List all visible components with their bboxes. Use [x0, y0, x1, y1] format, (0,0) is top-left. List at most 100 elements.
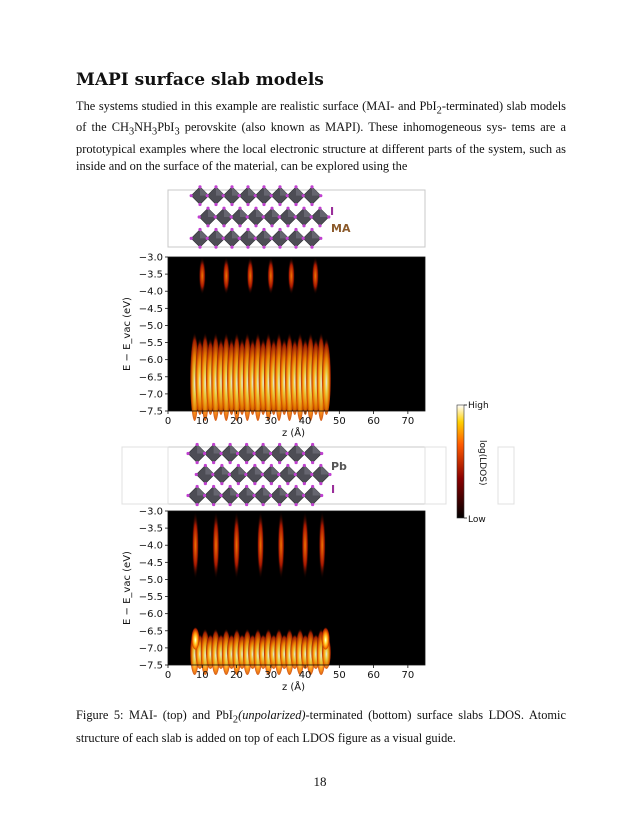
bottom-iodine-atom: [245, 442, 249, 447]
top-iodine-atom: [253, 194, 257, 198]
top-iodine-atom: [189, 236, 193, 240]
bottom-iodine-atom: [294, 502, 298, 507]
bottom-ytick-label: −5.0: [139, 575, 163, 586]
top-iodine-atom: [254, 206, 258, 210]
bottom-iodine-atom: [220, 481, 224, 486]
bottom-iodine-atom: [228, 484, 232, 489]
bottom-iodine-atom: [195, 484, 199, 489]
top-xtick-label: 30: [264, 416, 277, 427]
bottom-iodine-atom: [219, 451, 223, 456]
top-iodine-atom: [222, 224, 226, 228]
top-iodine-atom: [246, 227, 250, 232]
top-iodine-atom: [246, 202, 250, 207]
bottom-iodine-atom: [285, 451, 289, 456]
bottom-iodine-atom: [195, 502, 199, 507]
bottom-iodine-atom: [236, 481, 240, 486]
bottom-iodine-atom: [219, 493, 223, 498]
top-octahedron-face: [312, 229, 321, 239]
bottom-conduction-state-3: [256, 511, 265, 580]
bottom-iodine-atom: [320, 493, 324, 498]
top-octahedron-face: [320, 208, 329, 217]
top-xtick-label: 40: [299, 416, 312, 427]
top-octahedron-face: [264, 229, 273, 239]
top-ytick-label: −5.5: [139, 338, 163, 349]
bottom-xtick-label: 30: [264, 670, 277, 681]
top-octahedron-face: [208, 208, 217, 217]
bottom-iodine-atom: [302, 481, 306, 486]
bottom-slab-structure: [186, 442, 332, 507]
bottom-ytick-label: −7.5: [139, 661, 163, 672]
bottom-iodine-atom: [245, 484, 249, 489]
bottom-xtick-label: 60: [367, 670, 380, 681]
top-octahedron-face: [224, 208, 233, 217]
top-ytick-label: −3.0: [139, 253, 163, 264]
top-iodine-atom: [293, 215, 297, 219]
top-conduction-state-3: [267, 257, 275, 295]
bottom-iodine-atom: [203, 463, 207, 468]
bottom-octahedron-face: [304, 465, 314, 475]
bottom-octahedron-face: [279, 444, 289, 454]
top-iodine-atom: [222, 206, 226, 210]
top-iodine-atom: [214, 227, 218, 232]
top-iodine-label: I: [330, 205, 334, 218]
bottom-iodine-atom: [245, 460, 249, 465]
top-iodine-atom: [237, 194, 241, 198]
top-iodine-atom: [230, 227, 234, 232]
bottom-iodine-atom: [228, 442, 232, 447]
top-octahedron-face: [264, 186, 273, 196]
top-iodine-atom: [302, 206, 306, 210]
top-conduction-state-0: [198, 257, 206, 295]
top-iodine-atom: [214, 245, 218, 249]
bottom-octahedron-face: [230, 444, 240, 454]
top-iodine-atom: [221, 236, 225, 240]
top-iodine-atom: [278, 227, 282, 232]
bottom-iodine-atom: [260, 472, 264, 477]
bottom-iodine-atom: [269, 481, 273, 486]
bottom-iodine-atom: [195, 442, 199, 447]
bottom-iodine-atom: [261, 442, 265, 447]
top-iodine-atom: [294, 227, 298, 232]
top-octahedron-face: [200, 186, 209, 196]
bottom-iodine-atom: [236, 463, 240, 468]
bottom-iodine-atom: [277, 472, 281, 477]
top-iodine-atom: [214, 185, 218, 189]
top-iodine-atom: [230, 185, 234, 189]
top-octahedron-face: [248, 229, 257, 239]
top-iodine-atom: [262, 227, 266, 232]
top-ytick-label: −4.0: [139, 287, 163, 298]
colorbar-axis-label: log(LDOS): [477, 440, 487, 485]
bottom-iodine-atom: [245, 502, 249, 507]
top-iodine-atom: [238, 224, 242, 228]
bottom-surface-state-1: [321, 625, 330, 650]
top-iodine-atom: [294, 245, 298, 249]
top-octahedron-face: [216, 186, 225, 196]
top-octahedron-face: [280, 229, 289, 239]
top-xaxis-label: z (Å): [282, 426, 305, 439]
bottom-octahedron-face: [197, 444, 207, 454]
colorbar-low-label: Low: [468, 515, 486, 525]
top-iodine-atom: [262, 202, 266, 207]
top-ytick-label: −3.5: [139, 270, 163, 281]
bottom-iodine-atom: [302, 463, 306, 468]
bottom-iodine-atom: [195, 460, 199, 465]
bottom-octahedron-face: [296, 486, 306, 496]
bottom-octahedron-face: [254, 465, 264, 475]
top-iodine-atom: [230, 202, 234, 207]
top-iodine-atom: [310, 227, 314, 232]
top-ytick-label: −5.0: [139, 321, 163, 332]
top-iodine-atom: [277, 215, 281, 219]
bottom-xtick-label: 40: [299, 670, 312, 681]
top-octahedron-face: [272, 208, 281, 217]
top-iodine-atom: [310, 202, 314, 207]
bottom-iodine-atom: [261, 502, 265, 507]
bottom-xtick-label: 0: [165, 670, 171, 681]
bottom-octahedron-face: [197, 486, 207, 496]
top-iodine-atom: [262, 245, 266, 249]
bottom-xtick-label: 50: [333, 670, 346, 681]
bottom-octahedron-face: [312, 486, 322, 496]
top-iodine-atom: [270, 224, 274, 228]
bottom-iodine-atom: [212, 442, 216, 447]
top-slab-structure: [189, 185, 331, 249]
bottom-iodine-atom: [253, 481, 257, 486]
bottom-iodine-atom: [294, 484, 298, 489]
